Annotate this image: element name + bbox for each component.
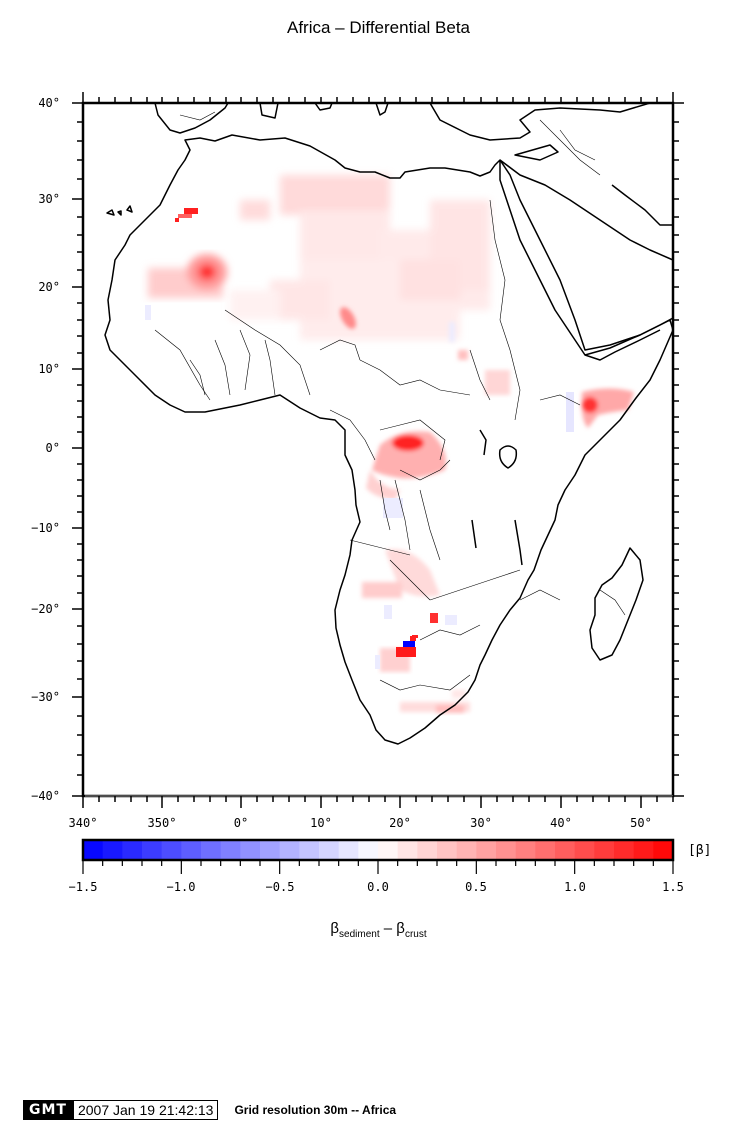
lon-label: 0°: [233, 816, 249, 830]
lon-label: 20°: [389, 816, 411, 830]
gmt-logo: GMT: [23, 1100, 73, 1120]
timestamp: 2007 Jan 19 21:42:13: [72, 1100, 219, 1120]
lat-label: −30°: [31, 690, 60, 704]
lat-label: −40°: [31, 789, 60, 803]
colorbar-label: −1.0: [166, 880, 196, 894]
rivers: [154, 111, 626, 691]
colorbar-axis-title: βsediment – βcrust: [0, 920, 731, 940]
beta-symbol: β: [330, 920, 340, 937]
grid-resolution-note: Grid resolution 30m -- Africa: [234, 1103, 397, 1117]
lon-label: 50°: [630, 816, 652, 830]
colorbar-label: 0.5: [465, 880, 487, 894]
beta-symbol: β: [396, 920, 405, 937]
lat-label: −10°: [31, 521, 60, 535]
lat-label: 30°: [38, 192, 60, 206]
colorbar-unit: [β]: [688, 843, 712, 858]
colorbar-ticks: [82, 860, 674, 874]
colorbar-label: 1.5: [662, 880, 684, 894]
lon-label: 350°: [147, 816, 177, 830]
lat-label: −20°: [31, 602, 60, 616]
gmt-timestamp-footer: GMT 2007 Jan 19 21:42:13 Grid resolution…: [23, 1100, 396, 1120]
colorbar-label: −0.5: [265, 880, 295, 894]
colorbar: [83, 840, 674, 860]
lon-label: 340°: [68, 816, 98, 830]
colorbar-label: 1.0: [564, 880, 586, 894]
lon-label: 10°: [310, 816, 332, 830]
axis-ticks: [72, 92, 684, 808]
colorbar-label: 0.0: [367, 880, 389, 894]
colorbar-label: −1.5: [68, 880, 98, 894]
coastlines: [104, 103, 673, 745]
lon-label: 30°: [470, 816, 492, 830]
subscript-sediment: sediment: [339, 929, 380, 940]
minus-sign: –: [379, 920, 397, 937]
lat-label: 20°: [38, 280, 60, 294]
lat-label: 0°: [45, 441, 60, 455]
subscript-crust: crust: [404, 929, 427, 940]
map-title: Africa – Differential Beta: [287, 18, 470, 37]
lat-label: 40°: [38, 96, 60, 110]
lat-label: 10°: [38, 362, 60, 376]
anomaly-field: [145, 175, 634, 713]
lon-label: 40°: [550, 816, 572, 830]
